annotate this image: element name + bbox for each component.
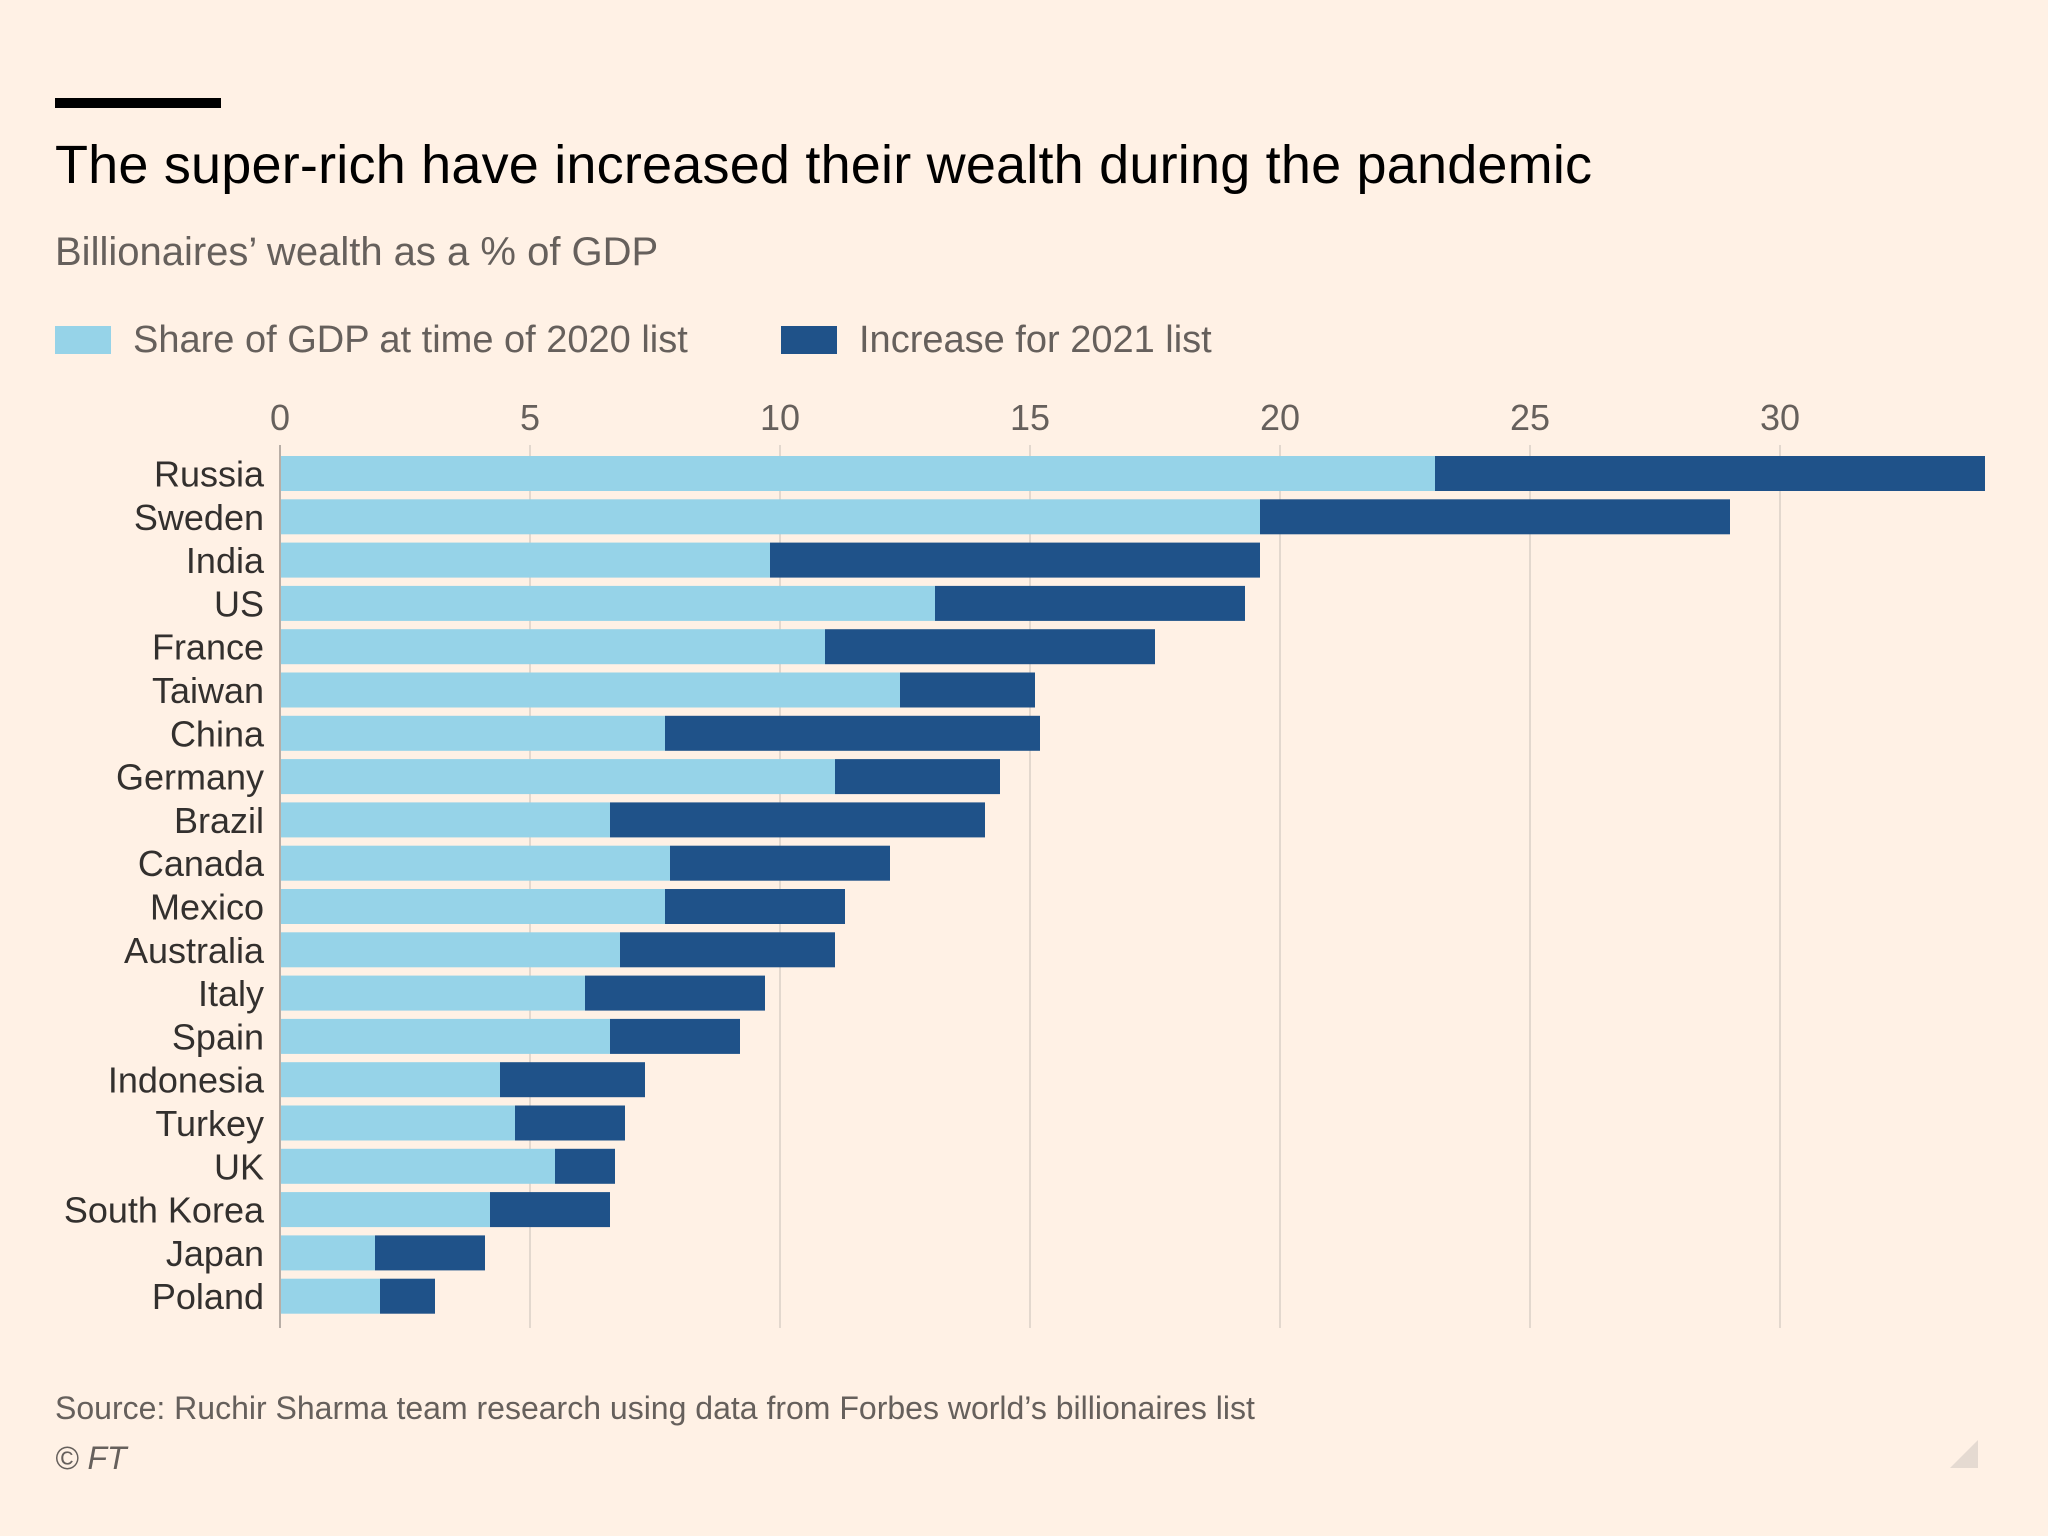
bar-segment-2020-share bbox=[280, 975, 585, 1011]
bar-segment-2021-increase bbox=[500, 1062, 645, 1098]
x-tick-label: 30 bbox=[1760, 397, 1800, 438]
bar-segment-2020-share bbox=[280, 1148, 555, 1184]
y-category-label: Sweden bbox=[134, 497, 264, 538]
y-category-label: Russia bbox=[154, 454, 265, 495]
bar-segment-2020-share bbox=[280, 1192, 490, 1228]
bar-segment-2020-share bbox=[280, 932, 620, 968]
x-tick-label: 0 bbox=[270, 397, 290, 438]
bar-segment-2021-increase bbox=[1260, 499, 1730, 535]
y-category-label: France bbox=[152, 627, 264, 668]
bar-segment-2021-increase bbox=[825, 629, 1155, 665]
y-category-label: Brazil bbox=[174, 800, 264, 841]
y-category-label: Taiwan bbox=[152, 670, 264, 711]
bar-segment-2020-share bbox=[280, 1278, 380, 1314]
bar-segment-2021-increase bbox=[900, 672, 1035, 708]
bar-segment-2020-share bbox=[280, 845, 670, 881]
x-tick-label: 20 bbox=[1260, 397, 1300, 438]
y-category-label: US bbox=[214, 583, 264, 624]
bar-segment-2020-share bbox=[280, 1062, 500, 1098]
title-accent-rule bbox=[55, 98, 221, 108]
bar-segment-2021-increase bbox=[1435, 456, 1985, 491]
chart-subtitle: Billionaires’ wealth as a % of GDP bbox=[55, 230, 659, 274]
legend-swatch-2021-increase bbox=[781, 326, 837, 354]
bar-chart: 0 5 10 15 20 25 30 RussiaSwedenIndiaUSFranceTai… bbox=[64, 397, 1985, 1328]
bar-segment-2020-share bbox=[280, 759, 835, 795]
y-category-label: Japan bbox=[166, 1233, 264, 1274]
bar-segment-2021-increase bbox=[515, 1105, 625, 1141]
bar-segment-2020-share bbox=[280, 1235, 375, 1271]
bar-segment-2021-increase bbox=[670, 845, 890, 881]
y-category-label: Poland bbox=[152, 1276, 264, 1317]
y-category-label: Canada bbox=[138, 843, 265, 884]
y-category-label: Italy bbox=[198, 973, 264, 1014]
bar-segment-2021-increase bbox=[375, 1235, 485, 1271]
source-note: Source: Ruchir Sharma team research usin… bbox=[55, 1390, 1255, 1426]
bar-segment-2020-share bbox=[280, 1105, 515, 1141]
y-category-label: Spain bbox=[172, 1016, 264, 1057]
legend: Share of GDP at time of 2020 list Increa… bbox=[55, 316, 1955, 364]
x-tick-label: 15 bbox=[1010, 397, 1050, 438]
x-tick-label: 5 bbox=[520, 397, 540, 438]
y-category-label: South Korea bbox=[64, 1190, 265, 1231]
y-category-label: China bbox=[170, 713, 265, 754]
bar-segment-2020-share bbox=[280, 889, 665, 924]
legend-item-2020-share: Share of GDP at time of 2020 list bbox=[55, 316, 688, 364]
y-category-label: Germany bbox=[116, 757, 264, 798]
bar-segment-2020-share bbox=[280, 585, 935, 621]
bar-segment-2020-share bbox=[280, 629, 825, 665]
resize-corner-icon bbox=[1950, 1440, 1978, 1468]
bar-segment-2021-increase bbox=[935, 585, 1245, 621]
bar-segment-2021-increase bbox=[835, 759, 1000, 795]
y-category-label: India bbox=[186, 540, 265, 581]
bar-segment-2020-share bbox=[280, 1018, 610, 1054]
bar-segment-2021-increase bbox=[610, 802, 985, 838]
legend-swatch-2020-share bbox=[55, 326, 111, 354]
bar-segment-2021-increase bbox=[770, 542, 1260, 578]
bar-segment-2021-increase bbox=[610, 1018, 740, 1054]
bar-segment-2020-share bbox=[280, 499, 1260, 535]
x-tick-label: 25 bbox=[1510, 397, 1550, 438]
bar-segment-2021-increase bbox=[380, 1278, 435, 1314]
x-tick-label: 10 bbox=[760, 397, 800, 438]
y-category-label: Turkey bbox=[155, 1103, 264, 1144]
bar-segment-2020-share bbox=[280, 802, 610, 838]
legend-label-2020-share: Share of GDP at time of 2020 list bbox=[133, 318, 688, 361]
bar-segment-2021-increase bbox=[490, 1192, 610, 1228]
y-category-label: Mexico bbox=[150, 887, 264, 928]
legend-label-2021-increase: Increase for 2021 list bbox=[859, 318, 1212, 361]
bar-segment-2021-increase bbox=[585, 975, 765, 1011]
bar-segment-2020-share bbox=[280, 456, 1435, 491]
bar-segment-2021-increase bbox=[665, 889, 845, 924]
legend-item-2021-increase: Increase for 2021 list bbox=[781, 316, 1212, 364]
y-category-label: UK bbox=[214, 1146, 264, 1187]
bar-segment-2020-share bbox=[280, 542, 770, 578]
copyright-note: © FT bbox=[55, 1440, 127, 1476]
bar-segment-2021-increase bbox=[620, 932, 835, 968]
bar-segment-2021-increase bbox=[555, 1148, 615, 1184]
bar-segment-2020-share bbox=[280, 672, 900, 708]
bar-segment-2020-share bbox=[280, 715, 665, 751]
chart-title: The super-rich have increased their weal… bbox=[55, 135, 1593, 195]
bar-segment-2021-increase bbox=[665, 715, 1040, 751]
y-category-label: Australia bbox=[124, 930, 265, 971]
y-category-label: Indonesia bbox=[108, 1060, 265, 1101]
